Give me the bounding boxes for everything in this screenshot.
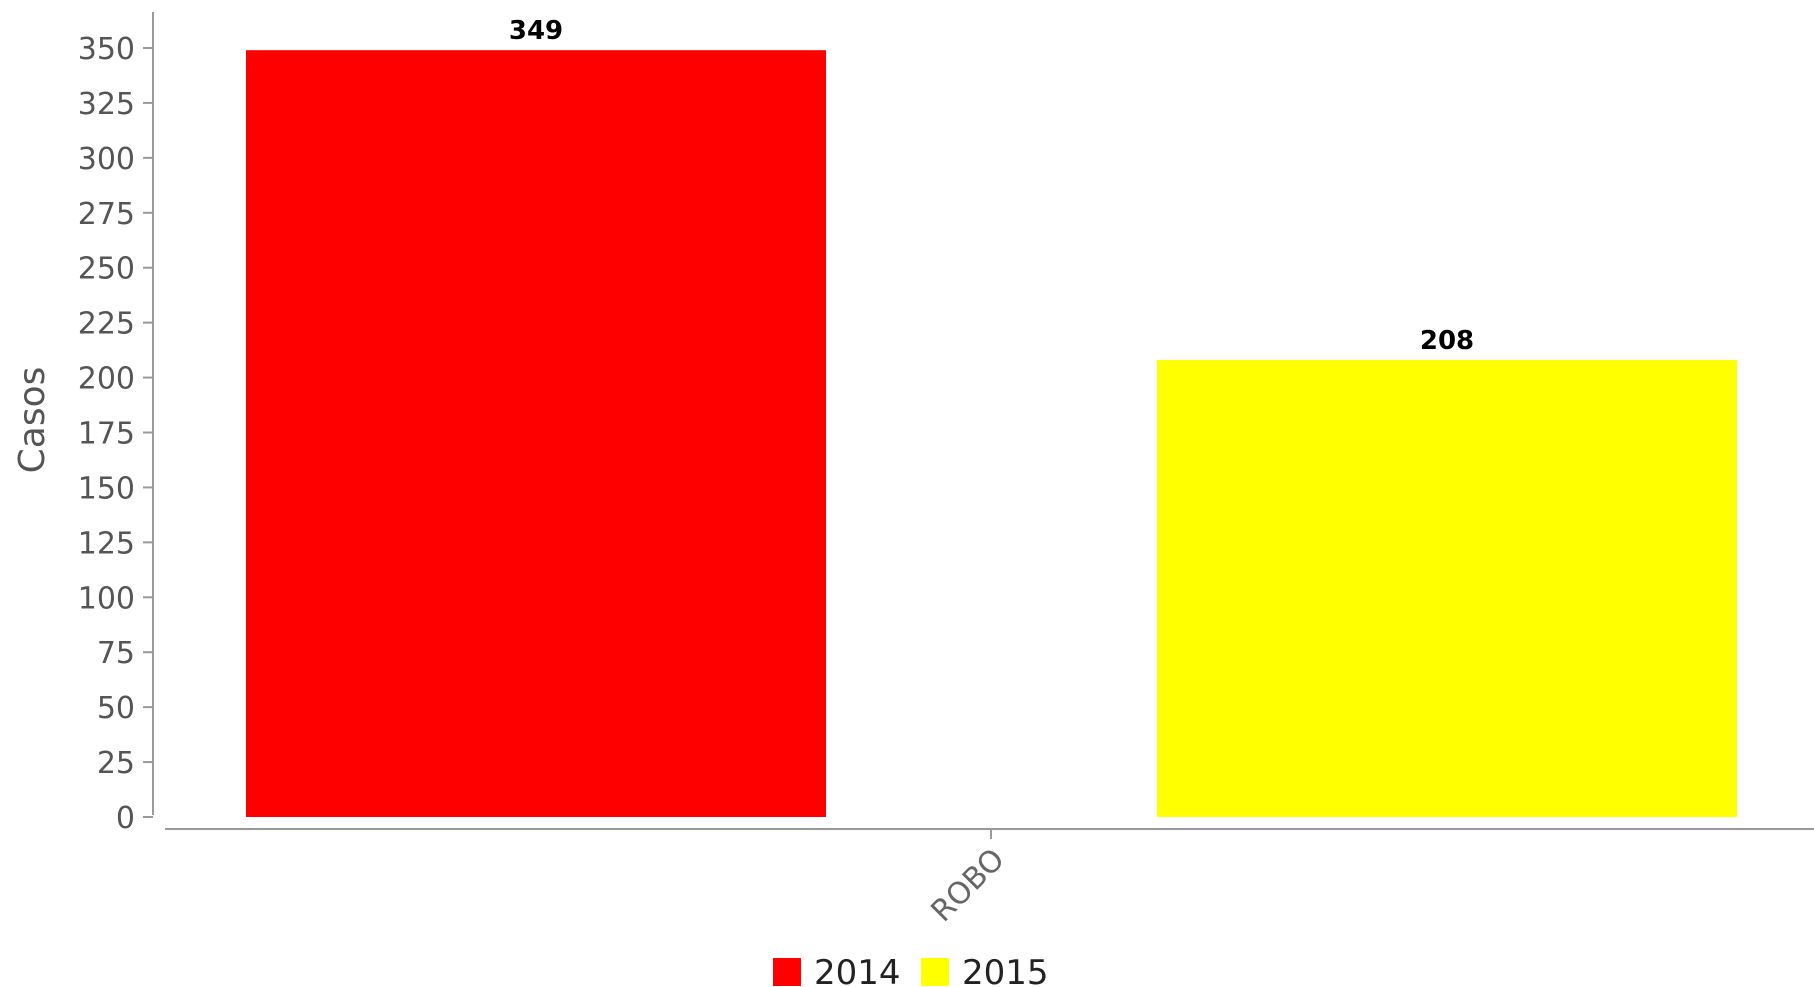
legend: 2014 2015 bbox=[773, 953, 1049, 987]
y-tick-label: 75 bbox=[97, 636, 135, 671]
legend-label-2015[interactable]: 2015 bbox=[962, 953, 1049, 987]
y-tick-label: 0 bbox=[116, 801, 135, 836]
y-tick-label: 225 bbox=[78, 307, 135, 342]
y-axis-title: Casos bbox=[12, 367, 53, 474]
y-tick-label: 275 bbox=[78, 197, 135, 232]
y-tick-label: 350 bbox=[78, 32, 135, 67]
y-tick-label: 175 bbox=[78, 417, 135, 452]
y-tick-label: 100 bbox=[78, 581, 135, 616]
data-label-2014: 349 bbox=[509, 16, 563, 46]
legend-swatch-2015 bbox=[921, 958, 949, 986]
bar-2014[interactable] bbox=[246, 50, 826, 817]
y-tick-label: 300 bbox=[78, 142, 135, 177]
y-tick-label: 325 bbox=[78, 87, 135, 122]
y-tick-label: 200 bbox=[78, 362, 135, 397]
data-label-2015: 208 bbox=[1420, 326, 1474, 356]
legend-label-2014[interactable]: 2014 bbox=[814, 953, 901, 987]
y-tick-label: 25 bbox=[97, 746, 135, 781]
y-tick-label: 150 bbox=[78, 471, 135, 506]
y-tick-label: 125 bbox=[78, 526, 135, 561]
y-tick-label: 250 bbox=[78, 252, 135, 287]
y-tick-label: 50 bbox=[97, 691, 135, 726]
bars-group: 349 208 bbox=[246, 16, 1737, 817]
x-axis-categories: ROBO bbox=[925, 829, 1012, 929]
legend-swatch-2014 bbox=[773, 958, 801, 986]
bar-2015[interactable] bbox=[1157, 359, 1737, 817]
x-category-label: ROBO bbox=[925, 842, 1012, 929]
y-axis-ticks: 0 25 50 75 100 125 150 175 200 225 250 275 300 325 350 bbox=[78, 32, 153, 836]
